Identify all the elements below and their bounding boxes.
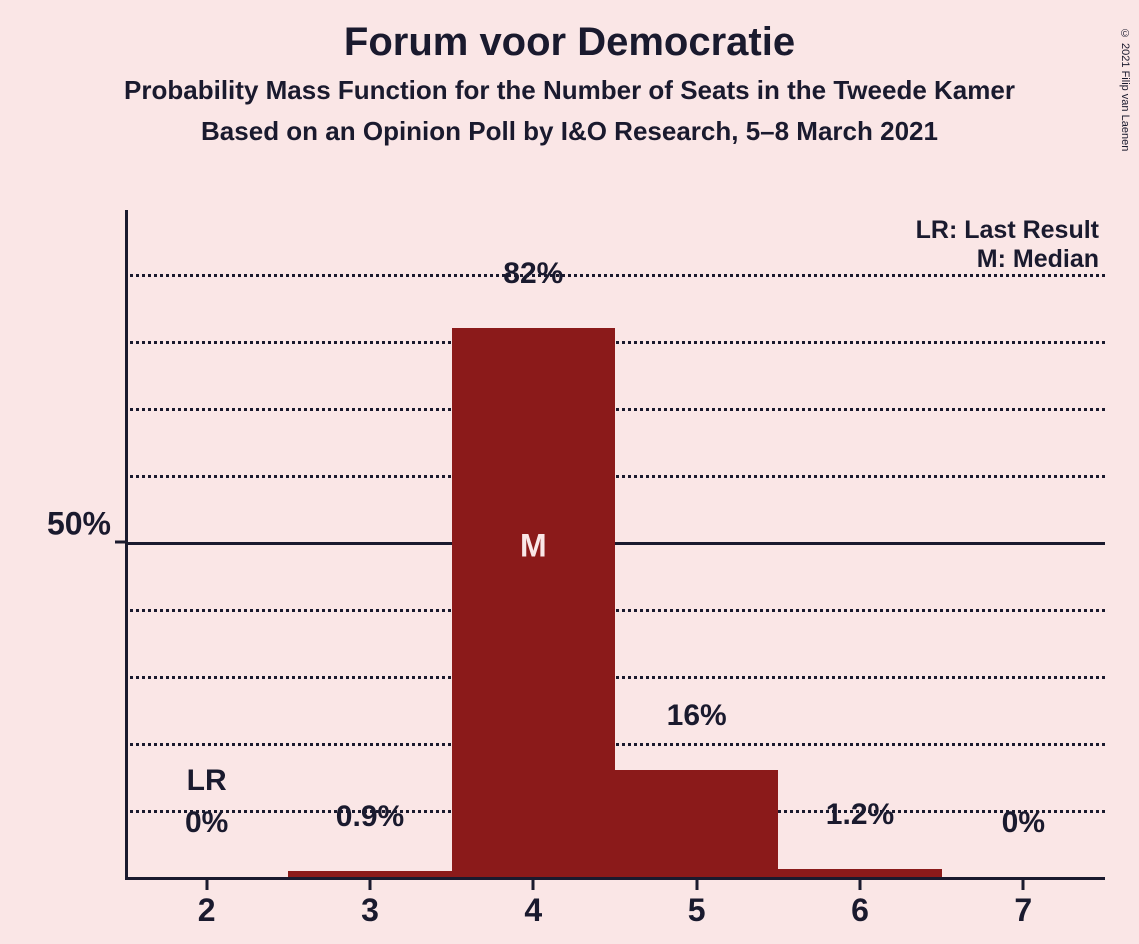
bar bbox=[288, 871, 451, 877]
bar-value-label: 0% bbox=[1002, 806, 1045, 840]
bar bbox=[615, 770, 778, 877]
gridline-minor bbox=[125, 274, 1105, 277]
gridline-minor bbox=[125, 475, 1105, 478]
x-tick-label: 5 bbox=[688, 880, 706, 929]
gridline-minor bbox=[125, 743, 1105, 746]
x-tick-label: 3 bbox=[361, 880, 379, 929]
bar-value-label: 1.2% bbox=[826, 798, 894, 832]
chart-title: Forum voor Democratie bbox=[0, 20, 1139, 65]
gridline-minor bbox=[125, 341, 1105, 344]
gridline-major bbox=[125, 542, 1105, 545]
chart-subtitle-1: Probability Mass Function for the Number… bbox=[0, 75, 1139, 106]
chart-legend: LR: Last Result M: Median bbox=[916, 216, 1099, 274]
bar-value-label: 0% bbox=[185, 806, 228, 840]
lr-marker: LR bbox=[187, 764, 227, 798]
bar-value-label: 82% bbox=[503, 257, 563, 291]
legend-lr: LR: Last Result bbox=[916, 216, 1099, 245]
x-tick-label: 4 bbox=[524, 880, 542, 929]
chart-subtitle-2: Based on an Opinion Poll by I&O Research… bbox=[0, 116, 1139, 147]
y-axis bbox=[125, 210, 128, 880]
bar bbox=[452, 328, 615, 877]
bar-value-label: 16% bbox=[667, 699, 727, 733]
median-marker: M bbox=[520, 528, 547, 565]
x-axis bbox=[125, 877, 1105, 880]
y-tick-mark bbox=[115, 541, 125, 544]
bar bbox=[778, 869, 941, 877]
copyright-text: © 2021 Filip van Laenen bbox=[1119, 28, 1131, 151]
bar-value-label: 0.9% bbox=[336, 800, 404, 834]
y-tick-label: 50% bbox=[47, 506, 125, 543]
x-tick-label: 7 bbox=[1014, 880, 1032, 929]
legend-m: M: Median bbox=[916, 245, 1099, 274]
gridline-minor bbox=[125, 676, 1105, 679]
x-tick-label: 6 bbox=[851, 880, 869, 929]
x-tick-label: 2 bbox=[198, 880, 216, 929]
bar-chart: LR: Last Result M: Median 50%20%LR30.9%4… bbox=[125, 210, 1105, 880]
gridline-minor bbox=[125, 609, 1105, 612]
gridline-minor bbox=[125, 408, 1105, 411]
